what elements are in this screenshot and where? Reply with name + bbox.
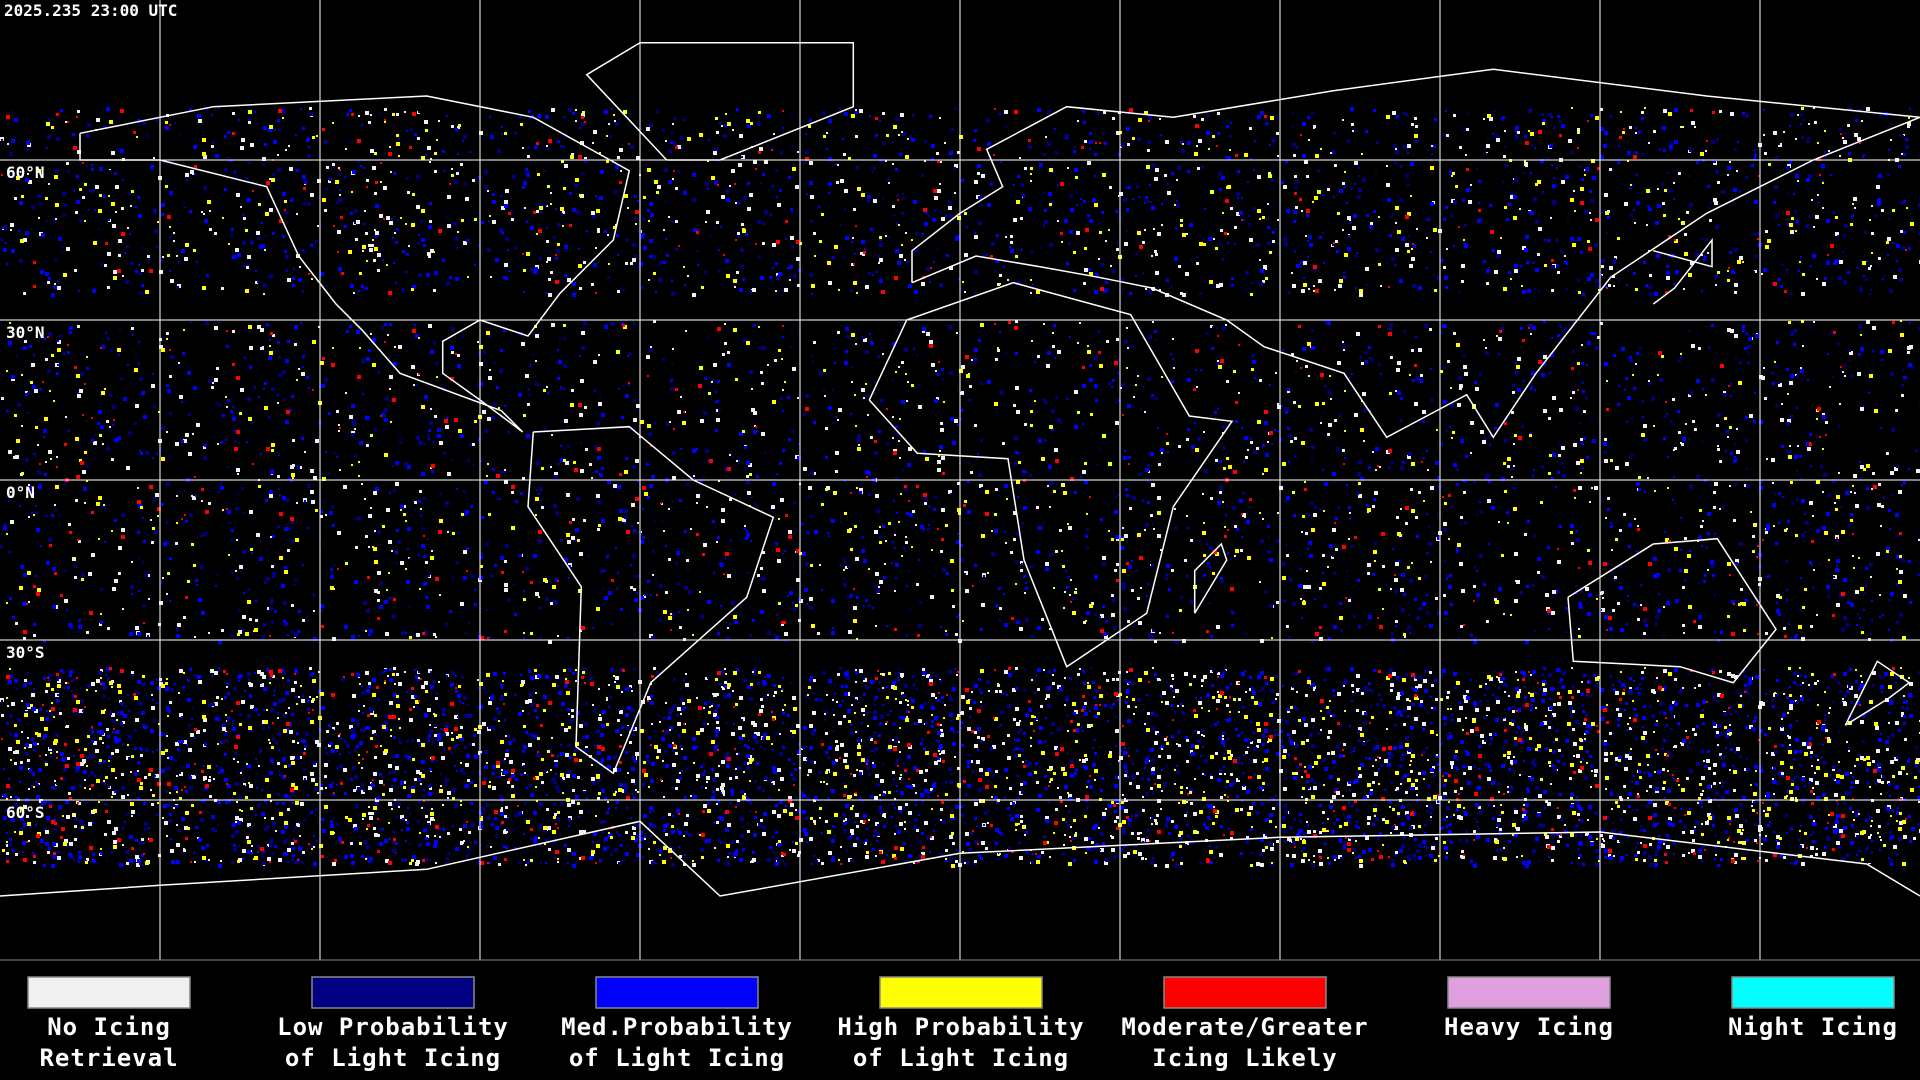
- legend-label: Heavy Icing: [1444, 1013, 1614, 1041]
- legend-label: Low Probability: [277, 1013, 509, 1041]
- latitude-labels: 60°N 30°N 0°N 30°S 60°S: [6, 163, 45, 822]
- legend-swatch: [1731, 976, 1895, 1009]
- graticule: [0, 0, 1920, 961]
- coastline: [527, 425, 775, 775]
- icing-pixel-field: [2, 107, 1920, 868]
- legend-label: Icing Likely: [1152, 1044, 1337, 1072]
- latitude-label: 0°N: [6, 483, 35, 502]
- latitude-label: 60°N: [6, 163, 45, 182]
- coastlines: [0, 41, 1920, 897]
- coastline: [79, 95, 631, 433]
- legend-label: No Icing: [47, 1013, 171, 1041]
- coastline: [1652, 237, 1713, 305]
- coastline: [1844, 660, 1911, 726]
- latitude-label: 30°N: [6, 323, 45, 342]
- legend-label: of Light Icing: [853, 1044, 1069, 1072]
- coastline: [868, 281, 1234, 668]
- coastline: [1567, 537, 1777, 684]
- legend-label: of Light Icing: [285, 1044, 501, 1072]
- legend-label: Med.Probability: [561, 1013, 793, 1041]
- coastline: [0, 820, 1920, 897]
- coastline: [911, 68, 1920, 439]
- legend: No Icing Retrieval Low Probability of Light…: [27, 976, 1898, 1072]
- legend-label: Retrieval: [39, 1044, 178, 1072]
- legend-label: High Probability: [837, 1013, 1084, 1041]
- legend-swatch: [1163, 976, 1327, 1009]
- latitude-label: 60°S: [6, 803, 45, 822]
- latitude-label: 30°S: [6, 643, 45, 662]
- legend-swatch: [595, 976, 759, 1009]
- legend-label: Night Icing: [1728, 1013, 1898, 1041]
- legend-swatch: [879, 976, 1043, 1009]
- legend-label: of Light Icing: [569, 1044, 785, 1072]
- legend-swatch: [27, 976, 191, 1009]
- legend-swatch: [311, 976, 475, 1009]
- legend-swatch: [1447, 976, 1611, 1009]
- coastline: [1193, 542, 1228, 614]
- legend-label: Moderate/Greater: [1121, 1013, 1368, 1041]
- timestamp: 2025.235 23:00 UTC: [4, 1, 177, 20]
